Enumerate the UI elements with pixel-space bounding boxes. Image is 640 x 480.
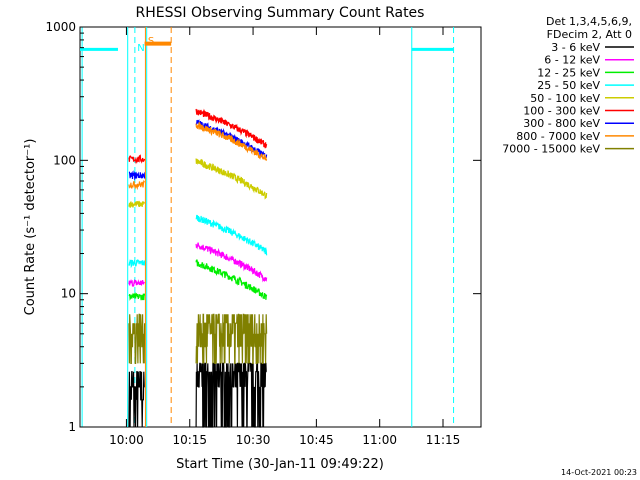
x-tick-label-0: 10:00 [109,433,144,447]
series-line-4 [128,158,268,208]
y-tick-label-1: 10 [61,287,76,301]
series-line-5 [128,108,268,165]
y-tick-label-3: 1000 [45,20,76,34]
legend-label-5: 100 - 300 keV [523,105,600,118]
plot-frame [79,26,482,428]
timestamp: 14-Oct-2021 00:23 [561,468,637,477]
series-line-0 [128,362,267,428]
x-tick-label-2: 10:30 [236,433,271,447]
legend-label-4: 50 - 100 keV [530,92,600,105]
legend-label-8: 7000 - 15000 keV [502,143,600,156]
y-axis-label: Count Rate (s⁻¹ detector⁻¹) [23,139,38,316]
legend-label-7: 800 - 7000 keV [516,130,600,143]
y-axis: 1 10 100 1000 [45,20,481,434]
x-tick-label-3: 10:45 [299,433,334,447]
x-tick-label-5: 11:15 [426,433,461,447]
marker-label-0: S [148,36,154,47]
x-tick-label-4: 11:00 [362,433,397,447]
series-line-7 [128,122,268,191]
series-line-2 [128,259,268,301]
x-axis: 10:00 10:15 10:30 10:45 11:00 11:15 [109,27,460,447]
legend-label-2: 12 - 25 keV [537,66,600,79]
x-axis-label: Start Time (30-Jan-11 09:49:22) [176,457,384,472]
marker-label-1: N [137,43,144,54]
legend-label-3: 25 - 50 keV [537,79,600,92]
legend-header-line-1: Det 1,3,4,5,6,9, [546,15,632,28]
series-line-8 [128,313,268,364]
series-line-1 [128,242,268,287]
y-tick-label-0: 1 [68,420,76,434]
chart-title: RHESSI Observing Summary Count Rates [136,5,425,21]
legend-header-line-2: FDecim 2, Att 0 [547,28,632,41]
y-tick-label-2: 100 [53,153,76,167]
series-line-6 [128,119,268,181]
legend-label-0: 3 - 6 keV [551,41,600,54]
plot-area: SN [79,26,482,428]
legend-label-1: 6 - 12 keV [544,54,600,67]
legend: Det 1,3,4,5,6,9, FDecim 2, Att 0 3 - 6 k… [502,15,634,156]
legend-label-6: 300 - 800 keV [523,117,600,130]
series-line-3 [128,214,268,269]
x-tick-label-1: 10:15 [172,433,207,447]
